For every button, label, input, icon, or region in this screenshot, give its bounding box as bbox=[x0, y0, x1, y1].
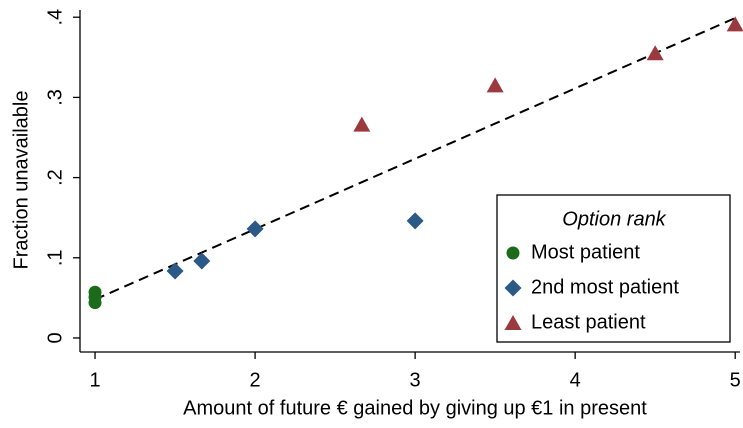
y-tick-label: .4 bbox=[44, 9, 66, 26]
point bbox=[406, 212, 424, 230]
x-axis-label: Amount of future € gained by giving up €… bbox=[183, 397, 647, 419]
y-tick-label: 0 bbox=[44, 332, 66, 343]
legend-marker bbox=[504, 279, 522, 297]
point bbox=[88, 296, 102, 310]
x-tick-label: 4 bbox=[570, 369, 581, 391]
point bbox=[726, 16, 743, 32]
legend-box bbox=[496, 194, 731, 343]
point bbox=[646, 45, 664, 61]
y-axis-label: Fraction unavailable bbox=[10, 91, 32, 270]
legend-marker bbox=[504, 315, 522, 330]
legend-label: Most patient bbox=[531, 241, 640, 263]
legend-label: Least patient bbox=[531, 311, 646, 333]
x-tick-label: 2 bbox=[250, 369, 261, 391]
legend-marker bbox=[506, 246, 520, 260]
point bbox=[353, 116, 371, 132]
y-tick-label: .1 bbox=[44, 249, 66, 266]
legend-title: Option rank bbox=[562, 208, 666, 230]
point bbox=[246, 220, 264, 238]
legend-label: 2nd most patient bbox=[531, 276, 679, 298]
x-tick-label: 5 bbox=[730, 369, 741, 391]
point bbox=[193, 252, 211, 270]
point bbox=[166, 262, 184, 280]
x-tick-label: 3 bbox=[410, 369, 421, 391]
point bbox=[486, 77, 504, 93]
y-tick-label: .3 bbox=[44, 89, 66, 106]
x-tick-label: 1 bbox=[89, 369, 100, 391]
y-tick-label: .2 bbox=[44, 169, 66, 186]
